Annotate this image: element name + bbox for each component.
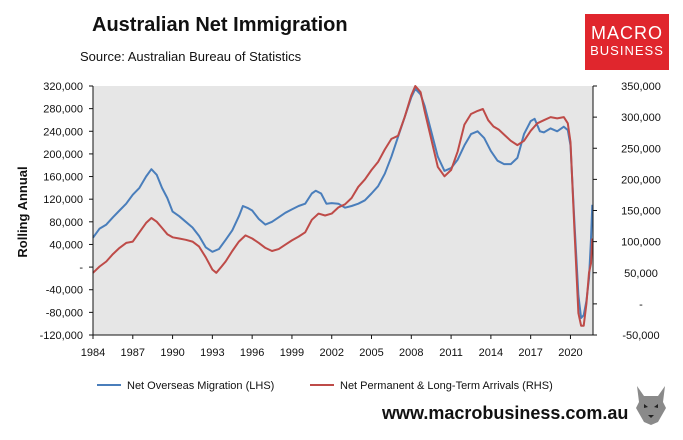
right-tick-label: 350,000 [621, 81, 661, 93]
y-axis-label: Rolling Annual [15, 166, 30, 257]
right-axis: 350,000 300,000 250,000 200,000 150,000 100,0… [593, 81, 661, 342]
x-axis: 1984 1987 1990 1993 1996 1999 2002 2005 2008 2011… [81, 335, 583, 359]
x-tick-label: 1990 [160, 347, 184, 359]
x-tick-label: 1996 [240, 347, 264, 359]
nom-series-line [92, 87, 594, 319]
chart-source: Source: Australian Bureau of Statistics [80, 49, 302, 64]
left-tick-label: 80,000 [49, 217, 83, 229]
x-tick-label: 1993 [200, 347, 224, 359]
right-tick-label: 150,000 [621, 206, 661, 218]
legend: Net Overseas Migration (LHS) Net Permanen… [97, 380, 553, 392]
left-tick-label: - [79, 262, 83, 274]
x-tick-label: 2017 [518, 347, 542, 359]
left-tick-label: 160,000 [43, 172, 83, 184]
left-tick-label: 120,000 [43, 194, 83, 206]
right-tick-label: 300,000 [621, 112, 661, 124]
right-tick-label: -50,000 [622, 330, 659, 342]
plot-area [93, 86, 593, 335]
legend-label-nom: Net Overseas Migration (LHS) [127, 380, 274, 392]
left-tick-label: 40,000 [49, 239, 83, 251]
right-tick-label: 200,000 [621, 174, 661, 186]
x-tick-label: 1984 [81, 347, 105, 359]
left-axis: 320,000 280,000 240,000 200,000 160,000 120,0… [40, 81, 93, 342]
wolf-logo-icon [632, 382, 670, 426]
x-tick-label: 2002 [319, 347, 343, 359]
left-tick-label: 240,000 [43, 126, 83, 138]
x-tick-label: 2011 [439, 347, 463, 359]
pltm-series-line [92, 85, 594, 327]
left-tick-label: -80,000 [46, 307, 83, 319]
left-tick-label: -40,000 [46, 285, 83, 297]
left-tick-label: 280,000 [43, 104, 83, 116]
right-tick-label: 100,000 [621, 237, 661, 249]
macrobusiness-logo: MACRO BUSINESS [585, 14, 669, 70]
series-layer [92, 85, 594, 327]
x-tick-label: 2020 [558, 347, 582, 359]
x-tick-label: 2014 [479, 347, 503, 359]
left-tick-label: 200,000 [43, 149, 83, 161]
left-tick-label: 320,000 [43, 81, 83, 93]
website-url: www.macrobusiness.com.au [382, 403, 629, 423]
chart-title: Australian Net Immigration [92, 14, 348, 36]
right-tick-label: - [639, 299, 643, 311]
left-tick-label: -120,000 [40, 330, 83, 342]
x-tick-label: 1987 [121, 347, 145, 359]
right-tick-label: 50,000 [624, 268, 658, 280]
x-tick-label: 2005 [359, 347, 383, 359]
x-tick-label: 2008 [399, 347, 423, 359]
logo-line1: MACRO [591, 23, 663, 43]
x-tick-label: 1999 [280, 347, 304, 359]
logo-line2: BUSINESS [590, 43, 664, 58]
right-tick-label: 250,000 [621, 143, 661, 155]
legend-label-pltm: Net Permanent & Long-Term Arrivals (RHS) [340, 380, 553, 392]
